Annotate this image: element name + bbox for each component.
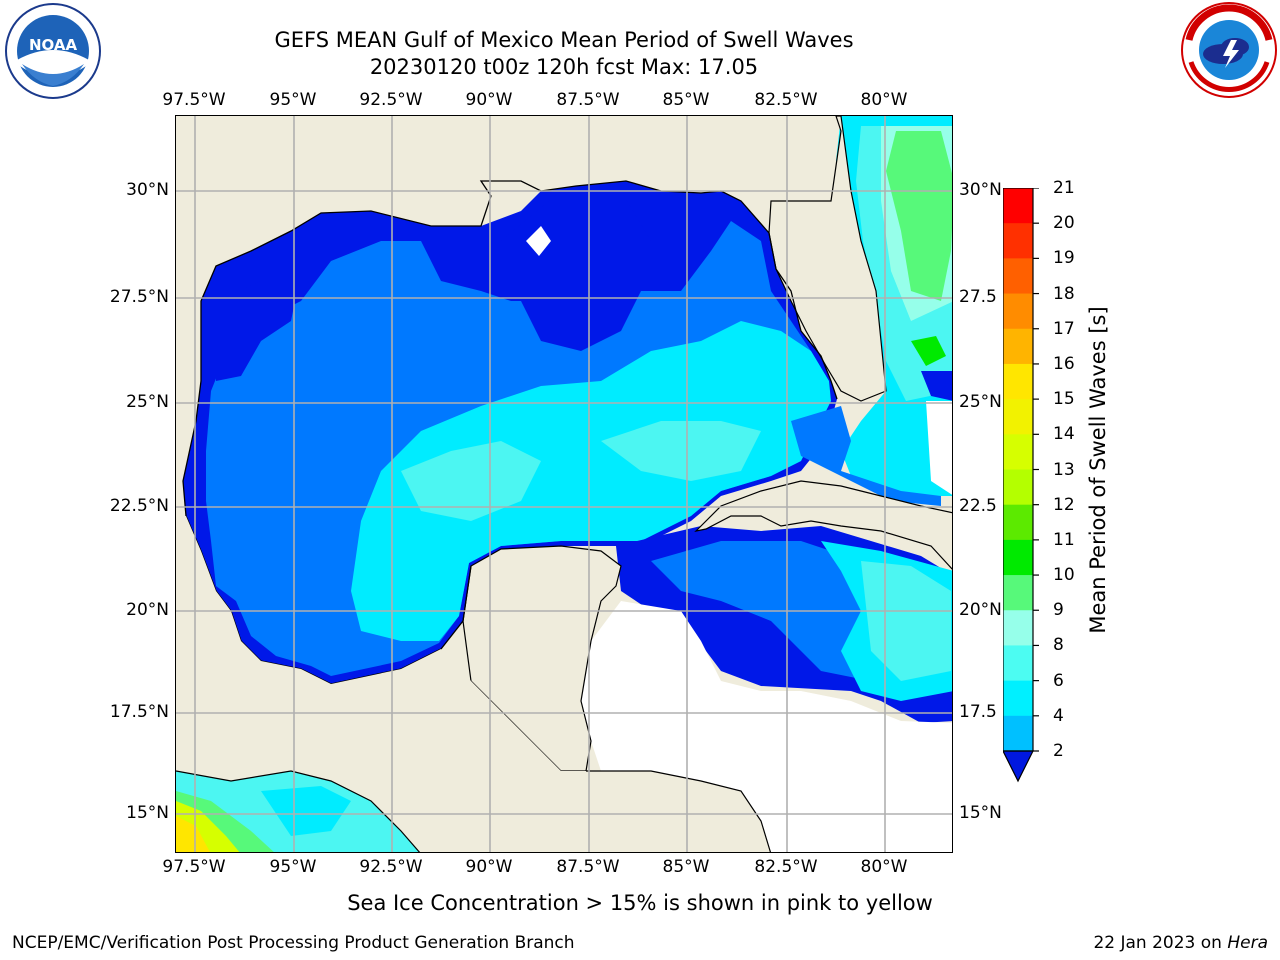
lon-label-bottom: 92.5°W xyxy=(359,857,423,877)
lat-label-right: 20°N xyxy=(959,600,1002,620)
wave-zone-6-8-b xyxy=(601,421,761,481)
colorbar-tick-label: 10 xyxy=(1053,565,1075,586)
lat-label-right: 22.5 xyxy=(959,496,997,516)
colorbar-band xyxy=(1003,539,1033,576)
lon-label-bottom: 80°W xyxy=(860,857,908,877)
colorbar-tick-label: 6 xyxy=(1053,670,1064,691)
map-subtitle: 20230120 t00z 120h fcst Max: 17.05 xyxy=(369,55,759,79)
colorbar-band xyxy=(1003,363,1033,400)
svg-text:NOAA: NOAA xyxy=(29,36,78,54)
credit-left: NCEP/EMC/Verification Post Processing Pr… xyxy=(12,933,575,953)
colorbar-tick-label: 17 xyxy=(1053,318,1075,339)
lon-label-top: 95°W xyxy=(269,90,317,110)
colorbar-band xyxy=(1003,223,1033,259)
colorbar-band xyxy=(1003,504,1033,541)
colorbar-label: Mean Period of Swell Waves [s] xyxy=(1086,306,1110,634)
map-title: GEFS MEAN Gulf of Mexico Mean Period of … xyxy=(274,28,854,52)
lon-label-top: 85°W xyxy=(662,90,710,110)
colorbar-band xyxy=(1003,715,1033,752)
colorbar-tick-label: 15 xyxy=(1053,389,1075,410)
colorbar-tick-label: 11 xyxy=(1053,529,1075,550)
bahamas-zone-lt-2 xyxy=(921,371,952,401)
colorbar-tick-label: 20 xyxy=(1053,213,1075,234)
lat-label-right: 30°N xyxy=(959,180,1002,200)
colorbar-tick-label: 13 xyxy=(1053,459,1075,480)
lat-label-right: 15°N xyxy=(959,803,1002,823)
cuba-land xyxy=(694,480,952,570)
lat-label-left: 17.5°N xyxy=(109,702,169,722)
colorbar-tick-label: 19 xyxy=(1053,248,1075,269)
caribbean-zone-6-8 xyxy=(861,561,951,681)
lat-label-left: 30°N xyxy=(126,180,169,200)
straits-zone-2-4 xyxy=(791,406,941,506)
credit-date: 22 Jan 2023 on xyxy=(1093,933,1228,953)
colorbar-tick-label: 2 xyxy=(1053,741,1064,761)
colorbar-tick-label: 16 xyxy=(1053,353,1075,374)
colorbar-band xyxy=(1003,328,1033,365)
colorbar-band xyxy=(1003,469,1033,506)
colorbar-band xyxy=(1003,575,1033,611)
colorbar-band xyxy=(1003,188,1033,224)
graticule xyxy=(176,116,952,852)
credit-right: 22 Jan 2023 on Hera xyxy=(1093,933,1268,953)
lat-label-left: 27.5°N xyxy=(109,287,169,307)
no-data-spot xyxy=(926,401,952,495)
credit-host: Hera xyxy=(1227,933,1268,953)
colorbar-band xyxy=(1003,680,1033,717)
lon-label-bottom: 85°W xyxy=(662,857,710,877)
lon-label-bottom: 90°W xyxy=(465,857,513,877)
colorbar-tick-label: 4 xyxy=(1053,705,1064,726)
map-canvas xyxy=(176,116,952,852)
colorbar-tick-label: 8 xyxy=(1053,635,1064,656)
colorbar-extend-arrow xyxy=(1003,750,1034,783)
colorbar-band xyxy=(1003,258,1033,295)
lat-label-left: 25°N xyxy=(126,392,169,412)
no-data-spot xyxy=(526,226,551,256)
lon-label-top: 90°W xyxy=(465,90,513,110)
lon-label-top: 92.5°W xyxy=(359,90,423,110)
central-america-coast xyxy=(176,770,772,852)
lat-label-right: 17.5 xyxy=(959,702,997,722)
lon-label-bottom: 87.5°W xyxy=(556,857,620,877)
colorbar-band xyxy=(1003,434,1033,470)
wave-zone-6-8 xyxy=(401,441,541,521)
lon-label-top: 97.5°W xyxy=(162,90,226,110)
noaa-logo: NOAA xyxy=(5,3,101,99)
sea-ice-footnote: Sea Ice Concentration > 15% is shown in … xyxy=(347,891,933,915)
lat-label-right: 27.5 xyxy=(959,287,997,307)
no-data-caribbean xyxy=(581,601,952,852)
nws-logo xyxy=(1181,2,1277,98)
colorbar xyxy=(1003,188,1039,783)
lon-label-top: 80°W xyxy=(860,90,908,110)
lat-label-left: 15°N xyxy=(126,803,169,823)
pacific-zone-4-6 xyxy=(261,786,351,836)
atlantic-zone-9-10 xyxy=(886,131,952,301)
lon-label-bottom: 97.5°W xyxy=(162,857,226,877)
colorbar-band xyxy=(1003,645,1033,682)
colorbar-tick-label: 18 xyxy=(1053,283,1075,304)
lat-label-left: 22.5°N xyxy=(109,496,169,516)
map-panel xyxy=(175,115,953,853)
colorbar-band xyxy=(1003,293,1033,330)
central-america-land xyxy=(176,516,771,852)
colorbar-tick-label: 14 xyxy=(1053,424,1075,445)
lat-label-right: 25°N xyxy=(959,392,1002,412)
colorbar-tick-label: 9 xyxy=(1053,600,1064,621)
lon-label-top: 87.5°W xyxy=(556,90,620,110)
pacific-zone-16-17 xyxy=(176,816,210,852)
wave-zone-4-6 xyxy=(351,321,831,641)
lon-label-bottom: 82.5°W xyxy=(754,857,818,877)
lon-label-top: 82.5°W xyxy=(754,90,818,110)
colorbar-tick-label: 21 xyxy=(1053,178,1075,198)
atlantic-zone-10-11 xyxy=(911,336,946,366)
colorbar-band xyxy=(1003,610,1033,646)
lon-label-bottom: 95°W xyxy=(269,857,317,877)
lat-label-left: 20°N xyxy=(126,600,169,620)
colorbar-band xyxy=(1003,399,1033,435)
florida-land xyxy=(768,116,887,402)
colorbar-tick-label: 12 xyxy=(1053,494,1075,515)
